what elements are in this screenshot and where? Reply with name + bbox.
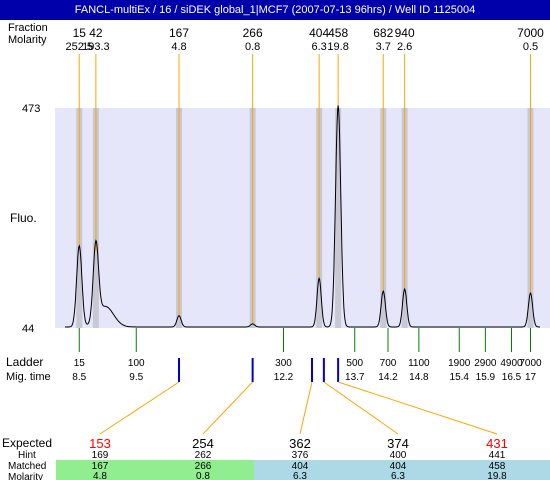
hint-value: 376 xyxy=(292,450,309,461)
molarity-bottom-value: 6.3 xyxy=(293,471,307,480)
hint-value: 262 xyxy=(195,450,212,461)
signal-trace xyxy=(65,105,540,328)
fraction-molarity-value: 3.7 xyxy=(376,41,391,53)
fraction-value: 682 xyxy=(373,26,393,40)
expected-value: 362 xyxy=(289,436,311,451)
molarity-bottom-value: 6.3 xyxy=(391,471,405,480)
ladder-size-label: 1100 xyxy=(408,358,430,369)
molarity-bottom-value: 4.8 xyxy=(93,471,107,480)
plot-area xyxy=(55,108,550,328)
expected-value: 374 xyxy=(387,436,409,451)
ladder-size-label: 7000 xyxy=(519,358,542,369)
fraction-value: 266 xyxy=(243,26,263,40)
fraction-molarity-value: 19.8 xyxy=(327,41,348,53)
expected-row-label: Expected xyxy=(2,436,52,450)
ladder-size-label: 700 xyxy=(380,358,397,369)
expected-connector xyxy=(337,381,498,435)
y-axis-label: Fluo. xyxy=(10,211,37,225)
fraction-molarity-value: 2.6 xyxy=(397,41,412,53)
matched-band-blue xyxy=(254,460,550,480)
fraction-molarity-value: 252.5 xyxy=(65,41,93,53)
hint-value: 400 xyxy=(390,450,407,461)
molarity-bottom-row-label: Molarity xyxy=(8,472,43,480)
molarity-bottom-value: 19.8 xyxy=(487,471,507,480)
matched-value: 167 xyxy=(92,461,109,472)
ladder-size-label: 2900 xyxy=(474,358,497,369)
ladder-time-label: 8.5 xyxy=(72,372,86,383)
fraction-row-label: Fraction xyxy=(8,22,48,34)
fraction-molarity-value: 0.5 xyxy=(523,41,538,53)
expected-connector xyxy=(299,381,313,435)
mig-time-row-label: Mig. time xyxy=(6,371,51,383)
fraction-value: 15 xyxy=(73,26,87,40)
hint-value: 441 xyxy=(489,450,506,461)
fraction-value: 940 xyxy=(395,26,415,40)
hint-row-label: Hint xyxy=(18,450,36,461)
ladder-time-label: 14.2 xyxy=(378,372,398,383)
matched-row-label: Matched xyxy=(8,461,46,472)
ladder-time-label: 9.5 xyxy=(129,372,143,383)
ladder-time-label: 15.9 xyxy=(476,372,496,383)
hint-value: 169 xyxy=(92,450,109,461)
fraction-molarity-value: 6.3 xyxy=(311,41,326,53)
fraction-molarity-value: 193.3 xyxy=(82,41,110,53)
molarity-bottom-value: 0.8 xyxy=(196,471,210,480)
ladder-time-label: 13.7 xyxy=(345,372,365,383)
ladder-time-label: 12.2 xyxy=(274,372,294,383)
matched-value: 404 xyxy=(390,461,407,472)
matched-value: 458 xyxy=(489,461,506,472)
window-title: FANCL-multiEx / 16 / siDEK global_1|MCF7… xyxy=(0,0,550,20)
fraction-value: 7000 xyxy=(517,26,544,40)
ladder-size-label: 1900 xyxy=(448,358,471,369)
expected-connector xyxy=(99,381,180,435)
expected-value: 431 xyxy=(486,436,508,451)
expected-connector xyxy=(323,381,399,435)
matched-value: 266 xyxy=(195,461,212,472)
expected-value: 254 xyxy=(192,436,214,451)
ladder-size-label: 500 xyxy=(346,358,363,369)
fraction-molarity-value: 4.8 xyxy=(171,41,186,53)
fraction-value: 458 xyxy=(328,26,348,40)
expected-connector xyxy=(202,381,253,435)
ladder-row-label: Ladder xyxy=(6,355,43,369)
molarity-row-label: Molarity xyxy=(8,34,47,46)
ladder-time-label: 15.4 xyxy=(450,372,470,383)
fraction-value: 167 xyxy=(169,26,189,40)
expected-value: 153 xyxy=(89,436,111,451)
fraction-molarity-value: 0.8 xyxy=(245,41,260,53)
fraction-value: 42 xyxy=(89,26,103,40)
ladder-time-label: 17 xyxy=(525,372,537,383)
ladder-time-label: 14.8 xyxy=(409,372,429,383)
fraction-value: 404 xyxy=(309,26,329,40)
ladder-size-label: 4900 xyxy=(500,358,523,369)
ladder-time-label: 16.5 xyxy=(502,372,522,383)
matched-band-green xyxy=(56,460,254,480)
matched-value: 404 xyxy=(292,461,309,472)
ladder-size-label: 100 xyxy=(128,358,145,369)
y-tick-44: 44 xyxy=(22,323,34,335)
ladder-size-label: 15 xyxy=(74,358,86,369)
ladder-size-label: 300 xyxy=(275,358,292,369)
peak-band xyxy=(335,108,342,328)
y-tick-473: 473 xyxy=(22,103,40,115)
